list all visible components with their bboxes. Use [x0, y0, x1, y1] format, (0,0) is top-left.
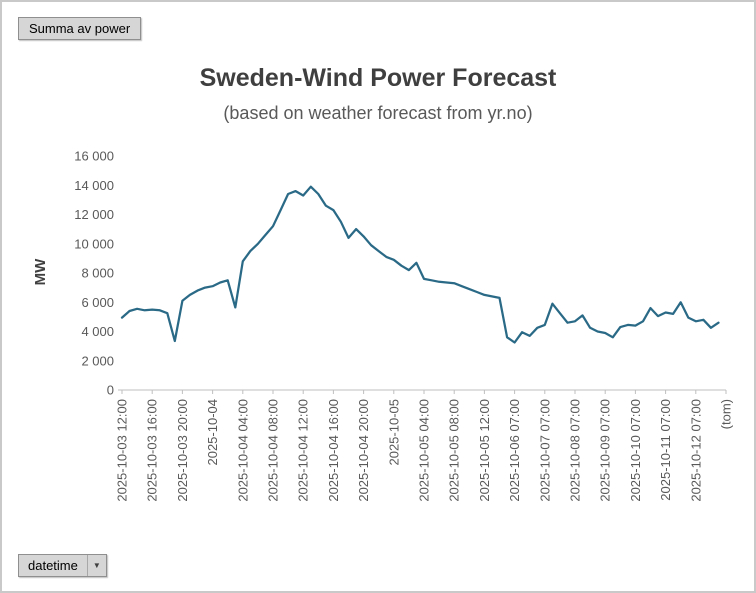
- x-tick-label: 2025-10-12 07:00: [688, 399, 703, 502]
- y-tick-label: 2 000: [81, 353, 114, 368]
- x-tick-label: 2025-10-09 07:00: [598, 399, 613, 502]
- x-tick-label: 2025-10-05 12:00: [477, 399, 492, 502]
- y-tick-label: 14 000: [74, 178, 114, 193]
- x-tick-label: 2025-10-04 08:00: [266, 399, 281, 502]
- x-tick-label: 2025-10-03 12:00: [115, 399, 130, 502]
- x-tick-label: 2025-10-03 16:00: [145, 399, 160, 502]
- x-tick-label: 2025-10-04 20:00: [356, 399, 371, 502]
- y-tick-label: 0: [107, 383, 114, 398]
- x-tick-label: 2025-10-05 08:00: [447, 399, 462, 502]
- y-tick-label: 8 000: [81, 266, 114, 281]
- y-tick-label: 4 000: [81, 324, 114, 339]
- x-tick-label: 2025-10-04 04:00: [235, 399, 250, 502]
- forecast-line: [120, 185, 720, 344]
- x-tick-label: 2025-10-05: [386, 399, 401, 466]
- line-chart: 0 2 000 4 000 6 000 8 000 10 000 12 000 14 000 1…: [74, 149, 734, 502]
- chart-subtitle: (based on weather forecast from yr.no): [223, 103, 533, 123]
- x-tick-label: 2025-10-04 16:00: [326, 399, 341, 502]
- chevron-down-icon: ▼: [86, 555, 106, 576]
- x-tick-label: (tom): [719, 399, 734, 429]
- y-tick-label: 10 000: [74, 236, 114, 251]
- x-tick-label: 2025-10-08 07:00: [568, 399, 583, 502]
- axis-field-label: datetime: [28, 558, 78, 573]
- x-tick-label: 2025-10-11 07:00: [658, 399, 673, 501]
- x-tick-label: 2025-10-06 07:00: [507, 399, 522, 502]
- y-tick-label: 6 000: [81, 295, 114, 310]
- y-tick-label: 12 000: [74, 207, 114, 222]
- y-tick-label: 16 000: [74, 149, 114, 164]
- chart-title: Sweden-Wind Power Forecast: [199, 64, 557, 92]
- x-tick-label: 2025-10-04: [205, 399, 220, 466]
- x-tick-label: 2025-10-05 04:00: [417, 399, 432, 502]
- axis-field-button[interactable]: datetime ▼: [18, 554, 107, 577]
- x-tick-label: 2025-10-04 12:00: [296, 399, 311, 502]
- x-tick-label: 2025-10-10 07:00: [628, 399, 643, 502]
- value-field-button[interactable]: Summa av power: [18, 17, 142, 40]
- x-tick-label: 2025-10-07 07:00: [537, 399, 552, 502]
- x-tick-label: 2025-10-03 20:00: [175, 399, 190, 502]
- value-field-label: Summa av power: [29, 21, 131, 36]
